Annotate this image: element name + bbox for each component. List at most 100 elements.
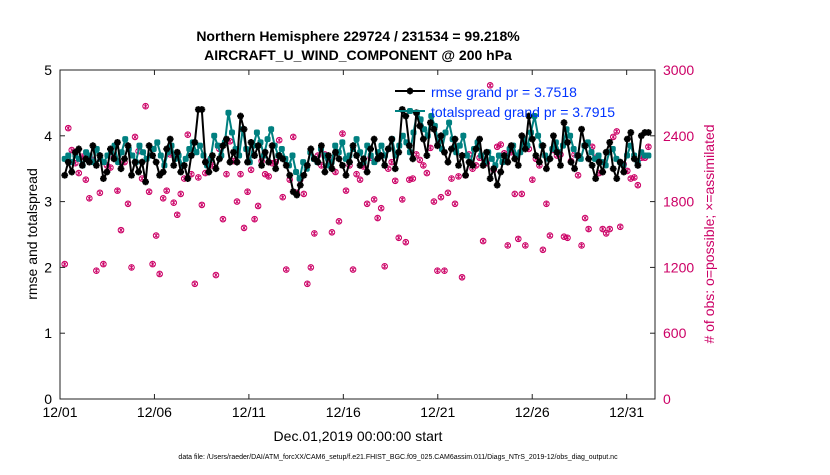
data-point — [258, 162, 266, 169]
obs-point — [522, 242, 529, 249]
obs-point — [114, 187, 121, 194]
data-point — [592, 175, 600, 182]
y-left-tick-label: 3 — [44, 194, 52, 210]
obs-point — [307, 264, 315, 271]
obs-point — [497, 141, 505, 148]
data-point — [441, 148, 448, 156]
data-point — [511, 155, 519, 163]
obs-point — [349, 266, 357, 273]
data-point — [539, 142, 547, 150]
chart-title-line2: AIRCRAFT_U_WIND_COMPONENT @ 200 hPa — [204, 47, 512, 63]
data-point — [455, 162, 462, 169]
data-point — [293, 168, 300, 175]
data-point — [353, 152, 360, 159]
legend-rmse-marker-shape — [406, 87, 414, 95]
obs-point — [441, 267, 448, 274]
data-point — [493, 181, 501, 189]
legend-rmse-marker — [406, 87, 414, 95]
obs-point — [131, 133, 139, 141]
y-right-axis: 0 600 1200 1800 2400 3000 — [650, 62, 694, 407]
data-point — [244, 158, 251, 166]
data-point — [268, 126, 275, 133]
data-point — [442, 129, 449, 136]
data-point — [177, 168, 185, 176]
data-point — [405, 142, 413, 150]
obs-point — [409, 175, 417, 182]
data-point — [620, 168, 628, 176]
data-point — [325, 152, 332, 159]
data-point — [391, 165, 399, 173]
obs-point — [93, 267, 100, 274]
y-left-axis-label: rmse and totalspread — [24, 168, 40, 300]
obs-point — [504, 242, 512, 249]
data-point — [303, 162, 311, 169]
data-point — [117, 165, 125, 173]
obs-point — [631, 174, 638, 181]
data-point — [460, 132, 467, 139]
data-point — [426, 119, 434, 127]
obs-point — [581, 214, 589, 222]
obs-point — [377, 204, 385, 212]
obs-point — [96, 189, 104, 197]
data-point — [289, 152, 296, 159]
obs-point — [451, 200, 459, 208]
obs-point — [335, 218, 343, 225]
data-point — [247, 138, 255, 146]
data-point — [107, 145, 114, 153]
data-point — [124, 142, 132, 150]
obs-point — [233, 198, 241, 205]
obs-point — [159, 195, 167, 202]
data-point — [495, 152, 502, 159]
data-point — [567, 158, 575, 166]
data-point — [321, 168, 329, 176]
data-point — [514, 162, 522, 169]
data-point — [346, 158, 353, 166]
obs-point — [437, 193, 445, 201]
data-point — [423, 152, 431, 159]
data-point — [182, 155, 189, 162]
data-point — [150, 145, 157, 152]
data-point — [472, 145, 480, 153]
data-point — [118, 149, 125, 156]
data-point — [75, 145, 83, 153]
legend-spread-marker-shape — [407, 108, 413, 114]
data-point — [282, 162, 290, 169]
data-point — [293, 191, 301, 199]
y-right-axis-label: # of obs: o=possible; ×=assimilated — [701, 124, 717, 343]
data-point — [571, 165, 578, 173]
data-point — [490, 165, 498, 173]
data-point — [65, 152, 72, 159]
legend: rmse grand pr = 3.7518 totalspread grand… — [395, 84, 615, 120]
y-right-tick-label: 0 — [663, 391, 671, 407]
data-point — [279, 155, 287, 163]
data-point — [265, 158, 273, 166]
data-point — [310, 155, 318, 163]
obs-point — [82, 176, 90, 183]
x-tick-label: 12/31 — [609, 404, 644, 420]
obs-point — [370, 196, 378, 203]
data-point — [317, 142, 325, 150]
data-point — [553, 148, 561, 156]
data-point — [314, 158, 322, 166]
data-point — [219, 142, 227, 150]
data-point — [377, 152, 385, 159]
data-point — [504, 158, 512, 166]
x-tick-label: 12/11 — [232, 404, 266, 420]
obs-point — [195, 174, 202, 181]
data-point — [451, 135, 459, 143]
legend-spread-label: totalspread grand pr = 3.7915 — [431, 104, 615, 120]
data-point — [268, 142, 276, 150]
data-point — [518, 132, 526, 140]
data-point — [228, 129, 235, 136]
obs-point — [578, 242, 585, 249]
data-point — [402, 112, 410, 120]
obs-point — [173, 211, 181, 219]
data-point — [275, 152, 283, 159]
obs-point — [606, 225, 614, 233]
data-point — [446, 119, 453, 126]
data-point — [637, 132, 645, 140]
obs-point — [265, 173, 272, 180]
data-point — [136, 142, 143, 149]
data-point — [286, 171, 294, 179]
